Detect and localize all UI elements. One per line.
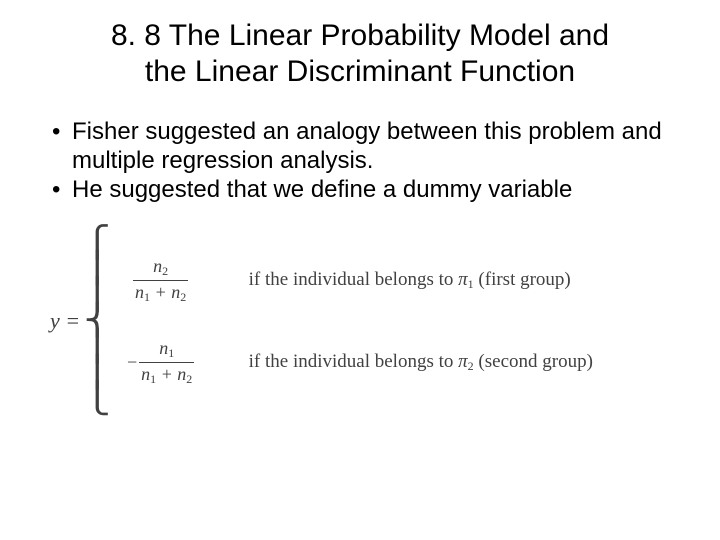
fraction-2-numerator: n1 <box>139 339 194 363</box>
title-line-2: the Linear Discriminant Function <box>145 55 575 88</box>
equation-lhs: y = <box>50 308 86 334</box>
fraction-1-denominator: n1 + n2 <box>133 281 188 304</box>
fraction-2: − n1 n1 + n2 <box>119 339 203 385</box>
condition-1: if the individual belongs to π1 (first g… <box>203 269 571 292</box>
slide-title: 8. 8 The Linear Probability Model and th… <box>48 18 672 90</box>
fraction-2-denominator: n1 + n2 <box>139 363 194 386</box>
title-line-1: 8. 8 The Linear Probability Model and <box>111 19 609 52</box>
minus-sign: − <box>127 352 139 373</box>
equation-cases: n2 n1 + n2 if the individual belongs to … <box>119 257 593 385</box>
slide: 8. 8 The Linear Probability Model and th… <box>0 0 720 540</box>
bullet-item: Fisher suggested an analogy between this… <box>52 118 672 176</box>
bullet-item: He suggested that we define a dummy vari… <box>52 176 672 205</box>
brace-icon: ⎧⎪⎪⎨⎪⎪⎩ <box>86 230 119 412</box>
equation-case-2: − n1 n1 + n2 if the individual belongs t… <box>119 339 593 385</box>
equation-case-1: n2 n1 + n2 if the individual belongs to … <box>119 257 593 303</box>
fraction-1-numerator: n2 <box>133 257 188 281</box>
bullet-list: Fisher suggested an analogy between this… <box>48 118 672 204</box>
equation: y = ⎧⎪⎪⎨⎪⎪⎩ n2 n1 + n2 if the individual… <box>48 230 672 412</box>
condition-2: if the individual belongs to π2 (second … <box>203 351 593 374</box>
fraction-1: n2 n1 + n2 <box>119 257 203 303</box>
